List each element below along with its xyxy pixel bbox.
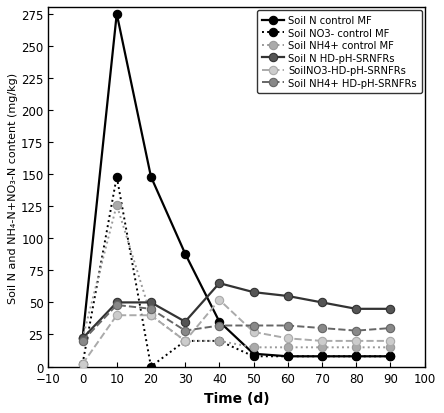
SoilNO3-HD-pH-SRNFRs [251,330,256,335]
Soil NH4+ HD-pH-SRNFRs [285,323,290,328]
SoilNO3-HD-pH-SRNFRs [148,313,154,318]
Line: Soil NO3- control MF: Soil NO3- control MF [79,173,395,371]
Soil N control MF [182,252,188,256]
Soil NO3- control MF [182,339,188,344]
Soil N control MF [80,336,85,341]
SoilNO3-HD-pH-SRNFRs [80,362,85,367]
Soil N HD-pH-SRNFRs [148,300,154,305]
SoilNO3-HD-pH-SRNFRs [114,313,119,318]
Legend: Soil N control MF, Soil NO3- control MF, Soil NH4+ control MF, Soil N HD-pH-SRNF: Soil N control MF, Soil NO3- control MF,… [257,11,421,94]
Soil NO3- control MF [148,364,154,369]
Soil N control MF [388,354,393,359]
SoilNO3-HD-pH-SRNFRs [319,339,325,344]
Soil NH4+ control MF [217,339,222,344]
X-axis label: Time (d): Time (d) [204,391,269,405]
Soil N HD-pH-SRNFRs [251,290,256,295]
Soil N control MF [353,354,359,359]
Line: Soil NH4+ control MF: Soil NH4+ control MF [79,201,395,351]
SoilNO3-HD-pH-SRNFRs [285,336,290,341]
Soil N HD-pH-SRNFRs [285,294,290,299]
Soil N HD-pH-SRNFRs [353,306,359,311]
SoilNO3-HD-pH-SRNFRs [353,339,359,344]
Soil NH4+ control MF [388,345,393,350]
Soil N control MF [251,351,256,356]
Soil NH4+ HD-pH-SRNFRs [182,328,188,333]
SoilNO3-HD-pH-SRNFRs [182,339,188,344]
Soil NH4+ HD-pH-SRNFRs [353,328,359,333]
Soil N control MF [148,175,154,180]
Soil NH4+ HD-pH-SRNFRs [80,339,85,344]
Soil NO3- control MF [251,354,256,359]
Soil NO3- control MF [217,339,222,344]
Soil NH4+ control MF [114,203,119,208]
Line: Soil N control MF: Soil N control MF [79,11,395,361]
Soil NH4+ HD-pH-SRNFRs [217,323,222,328]
Soil NH4+ HD-pH-SRNFRs [319,326,325,331]
Line: Soil NH4+ HD-pH-SRNFRs: Soil NH4+ HD-pH-SRNFRs [79,301,395,345]
Soil N control MF [114,12,119,17]
Line: Soil N HD-pH-SRNFRs: Soil N HD-pH-SRNFRs [79,279,395,343]
Soil NH4+ control MF [148,313,154,318]
Line: SoilNO3-HD-pH-SRNFRs: SoilNO3-HD-pH-SRNFRs [79,296,395,368]
Soil NH4+ control MF [80,336,85,341]
Soil NH4+ HD-pH-SRNFRs [114,303,119,308]
Soil NH4+ control MF [285,345,290,350]
Soil N HD-pH-SRNFRs [182,319,188,324]
Soil N control MF [285,354,290,359]
Soil NH4+ control MF [319,345,325,350]
Soil NO3- control MF [285,354,290,359]
Soil NH4+ HD-pH-SRNFRs [148,306,154,311]
Soil NH4+ HD-pH-SRNFRs [251,323,256,328]
Soil NO3- control MF [388,354,393,359]
Soil N HD-pH-SRNFRs [80,336,85,341]
Soil N HD-pH-SRNFRs [388,306,393,311]
Soil NO3- control MF [80,362,85,367]
Soil N control MF [319,354,325,359]
SoilNO3-HD-pH-SRNFRs [217,298,222,303]
Soil N HD-pH-SRNFRs [319,300,325,305]
Soil NH4+ HD-pH-SRNFRs [388,326,393,331]
Soil NH4+ control MF [251,345,256,350]
Y-axis label: Soil N and NH₄-N+NO₃-N content (mg/kg): Soil N and NH₄-N+NO₃-N content (mg/kg) [8,72,18,303]
Soil NO3- control MF [114,175,119,180]
Soil N HD-pH-SRNFRs [114,300,119,305]
Soil N HD-pH-SRNFRs [217,281,222,286]
Soil NO3- control MF [319,354,325,359]
Soil NH4+ control MF [182,339,188,344]
Soil NO3- control MF [353,354,359,359]
SoilNO3-HD-pH-SRNFRs [388,339,393,344]
Soil NH4+ control MF [353,345,359,350]
Soil N control MF [217,319,222,324]
